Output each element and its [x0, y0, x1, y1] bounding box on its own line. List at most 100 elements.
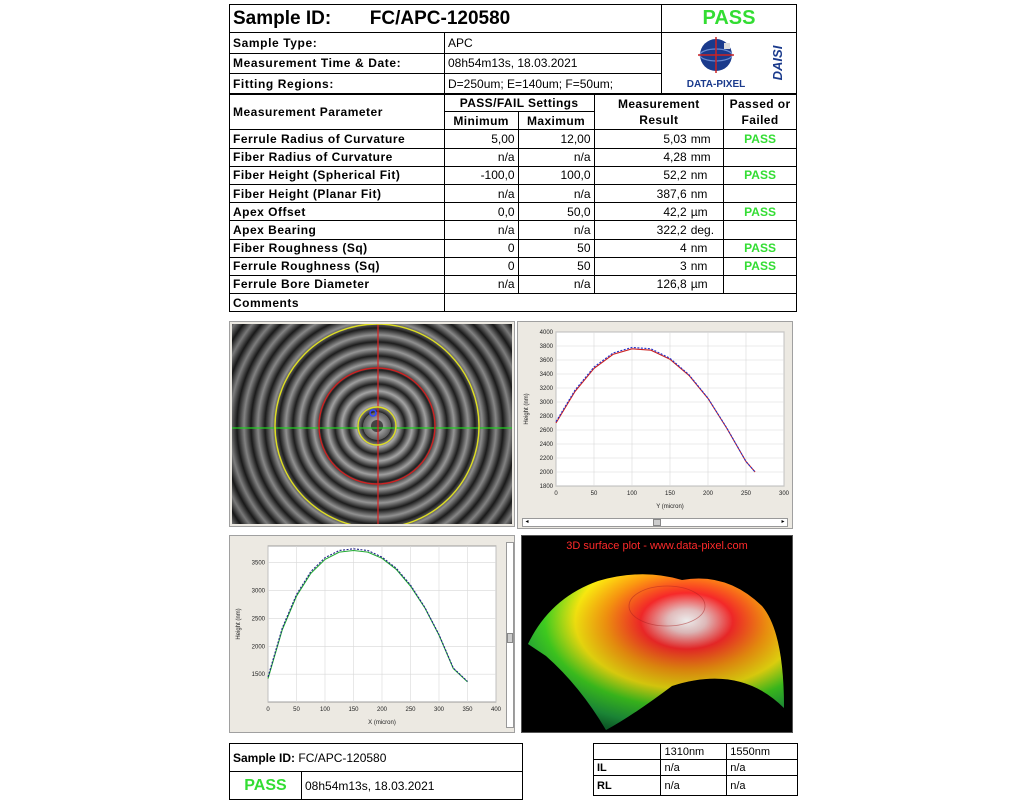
sample-id-cell: Sample ID: FC/APC-120580 — [229, 4, 662, 33]
max-value: n/a — [517, 220, 595, 240]
fitting-regions-label: Fitting Regions: — [229, 73, 445, 95]
pass-fail-status: PASS — [723, 129, 797, 149]
parameter-name: Fiber Height (Planar Fit) — [229, 183, 445, 204]
series-line — [555, 348, 756, 473]
surface-plot-image: 3D surface plot - www.data-pixel.com — [528, 540, 784, 730]
x-tick-label: 150 — [348, 707, 359, 713]
x-profile-chart: 0 50 100 150 200 250 300 350 400 1500 2000 2500 3000… — [236, 545, 502, 726]
sample-id-label: Sample ID: — [233, 7, 332, 29]
y-profile-panel: 0 50 100 150 200 250 300 1800 2000 2200 2400 2600 28… — [517, 321, 793, 529]
pass-fail-status: PASS — [723, 165, 797, 185]
y-profile-scrollbar[interactable]: ◂ ▸ — [522, 518, 788, 527]
y-tick-label: 3800 — [540, 344, 554, 350]
measurement-row: Ferrule Bore Diameter n/a n/a 126,8 µm — [229, 274, 797, 295]
min-value: n/a — [443, 274, 519, 295]
measurement-row: Apex Offset 0,0 50,0 42,2 µm PASS — [229, 202, 797, 222]
y-tick-label: 2200 — [540, 456, 554, 462]
x-tick-label: 300 — [434, 707, 445, 713]
result-unit: nm — [689, 165, 725, 185]
min-value: -100,0 — [443, 165, 519, 185]
rl-1550-value: n/a — [726, 775, 798, 796]
x-tick-label: 250 — [405, 707, 416, 713]
scroll-thumb[interactable] — [507, 633, 513, 643]
y-tick-label: 2400 — [540, 442, 554, 448]
comments-label: Comments — [229, 293, 445, 313]
max-value: 12,00 — [517, 129, 595, 149]
min-value: n/a — [443, 220, 519, 240]
result-value: 52,2 — [593, 165, 690, 185]
min-value: 5,00 — [443, 129, 519, 149]
parameter-name: Fiber Radius of Curvature — [229, 147, 445, 167]
result-unit: nm — [689, 256, 725, 276]
max-value: n/a — [517, 274, 595, 295]
max-value: n/a — [517, 183, 595, 204]
y-tick-label: 2000 — [540, 470, 554, 476]
result-unit: deg. — [689, 220, 725, 240]
result-value: 126,8 — [593, 274, 690, 295]
data-pixel-logo: DATA-PIXEL DAISI — [661, 32, 797, 95]
interferogram-panel — [229, 321, 515, 527]
min-value: n/a — [443, 183, 519, 204]
x-profile-panel: 0 50 100 150 200 250 300 350 400 1500 2000 2500 3000… — [229, 535, 515, 733]
parameter-name: Ferrule Roughness (Sq) — [229, 256, 445, 276]
measurement-row: Fiber Height (Spherical Fit) -100,0 100,0 5… — [229, 165, 797, 185]
y-tick-label: 1800 — [540, 484, 554, 490]
parameter-name: Ferrule Bore Diameter — [229, 274, 445, 295]
measurement-row: Apex Bearing n/a n/a 322,2 deg. — [229, 220, 797, 240]
pass-fail-status — [723, 147, 797, 167]
x-axis-label: Y (micron) — [656, 504, 684, 510]
wavelength-1550: 1550nm — [726, 743, 798, 760]
x-axis-label: X (micron) — [368, 720, 396, 726]
sample-type-value: APC — [444, 32, 662, 54]
x-tick-label: 0 — [554, 491, 558, 497]
result-value: 5,03 — [593, 129, 690, 149]
interferogram-image — [232, 324, 512, 524]
y-tick-label: 3000 — [252, 589, 266, 595]
y-tick-label: 3000 — [540, 400, 554, 406]
y-tick-label: 3400 — [540, 372, 554, 378]
overall-status: PASS — [661, 4, 797, 33]
y-tick-label: 2000 — [252, 644, 266, 650]
footer-il-rl-table: 1310nm 1550nm IL n/a n/a RL n/a n/a — [592, 743, 798, 796]
measurement-row: Ferrule Roughness (Sq) 0 50 3 nm PASS — [229, 256, 797, 276]
footer-corner-cell — [592, 743, 662, 760]
y-tick-label: 3500 — [252, 561, 266, 567]
footer-sample-id-cell: Sample ID: FC/APC-120580 — [229, 743, 523, 772]
ferrule-region-circle — [274, 324, 480, 524]
footer-summary-table: Sample ID: FC/APC-120580 PASS 08h54m13s,… — [229, 743, 523, 800]
pass-fail-status — [723, 183, 797, 204]
core-region-circle — [357, 406, 397, 446]
series-line — [267, 548, 468, 682]
logo-text: DATA-PIXEL — [687, 79, 746, 90]
y-tick-label: 3200 — [540, 386, 554, 392]
x-tick-label: 100 — [320, 707, 331, 713]
result-value: 387,6 — [593, 183, 690, 204]
footer-datetime: 08h54m13s, 18.03.2021 — [301, 771, 523, 800]
parameter-name: Fiber Height (Spherical Fit) — [229, 165, 445, 185]
x-tick-label: 100 — [627, 491, 638, 497]
footer-sample-id-value: FC/APC-120580 — [298, 750, 387, 765]
measurement-table: Measurement Parameter PASS/FAIL Settings… — [229, 92, 798, 313]
col-header-result: Measurement Result — [593, 92, 725, 131]
measurement-row: Fiber Radius of Curvature n/a n/a 4,28 mm — [229, 147, 797, 167]
result-unit: µm — [689, 274, 725, 295]
fiber-region-circle — [318, 367, 436, 485]
x-tick-label: 350 — [462, 707, 473, 713]
x-tick-label: 0 — [266, 707, 270, 713]
x-tick-label: 50 — [591, 491, 598, 497]
x-profile-scrollbar[interactable] — [506, 542, 514, 728]
wavelength-1310: 1310nm — [660, 743, 728, 760]
pass-fail-status: PASS — [723, 238, 797, 258]
scroll-right-arrow[interactable]: ▸ — [781, 519, 785, 525]
scroll-left-arrow[interactable]: ◂ — [525, 519, 529, 525]
parameter-name: Apex Offset — [229, 202, 445, 222]
y-tick-label: 1500 — [252, 672, 266, 678]
apex-marker — [369, 409, 377, 417]
min-value: n/a — [443, 147, 519, 167]
pass-fail-status — [723, 274, 797, 295]
col-header-max: Maximum — [517, 111, 595, 131]
scroll-thumb[interactable] — [653, 519, 661, 526]
result-value: 4,28 — [593, 147, 690, 167]
x-tick-label: 300 — [779, 491, 790, 497]
parameter-name: Apex Bearing — [229, 220, 445, 240]
